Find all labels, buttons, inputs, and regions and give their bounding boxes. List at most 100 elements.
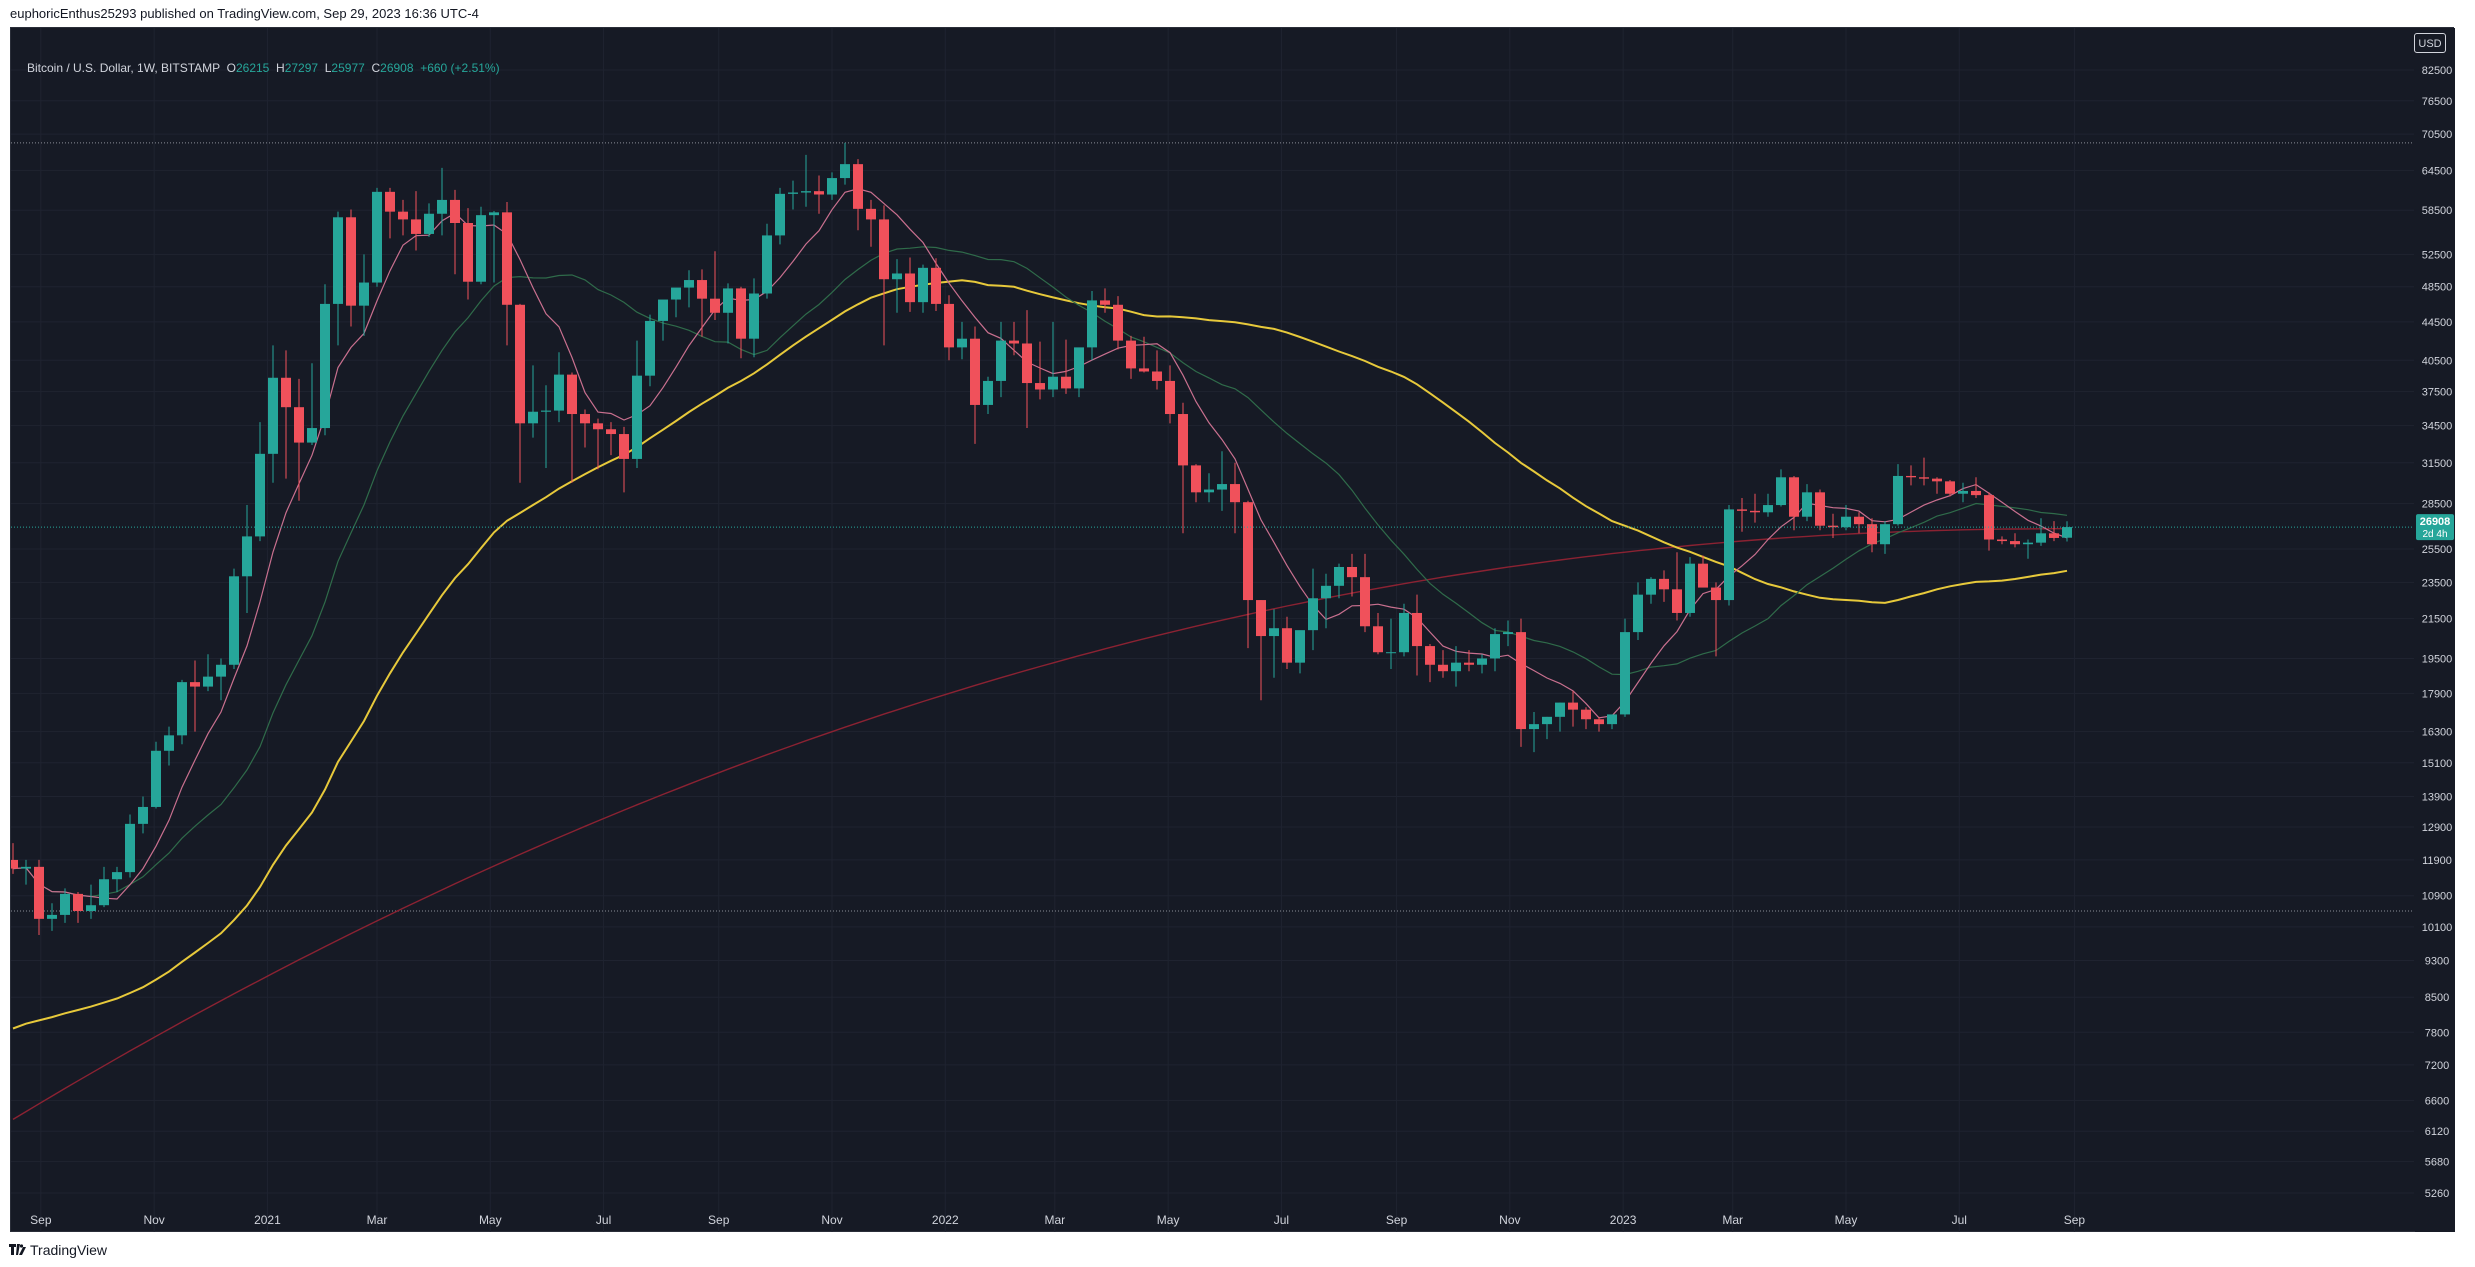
candle-body [866,208,876,220]
candle-body [1854,516,1864,525]
candle-body [1178,414,1188,466]
y-axis-tick-label: 19500 [2422,653,2453,665]
y-axis-tick-label: 25500 [2422,544,2453,556]
candle-body [346,217,356,306]
published-bar: euphoricEnthus25293 published on Trading… [0,0,2475,27]
candle-body [957,338,967,348]
candle-body [437,199,447,214]
x-axis-tick-label: Nov [1499,1213,1520,1227]
y-axis-tick-label: 34500 [2422,421,2453,433]
y-axis-tick-label: 44500 [2422,317,2453,329]
candle-body [1165,380,1175,415]
candle-body [801,191,811,193]
candle-body [1789,477,1799,517]
candle-body [658,299,668,321]
candle-body [619,434,629,459]
y-axis-tick-label: 40500 [2422,355,2453,367]
candle-body [333,217,343,304]
footer: TradingView [0,1232,2475,1267]
candle-body [580,414,590,424]
candle-body [11,859,18,869]
candle-body [2049,533,2059,538]
x-axis-tick-label: Sep [2064,1213,2086,1227]
candle-body [1724,509,1734,601]
low-label: L [324,61,332,75]
candle-body [1841,516,1851,528]
ma-fast-line [12,188,2068,900]
x-axis-tick-label: 2022 [932,1213,959,1227]
y-axis-tick-label: 37500 [2422,387,2453,399]
tradingview-brand: TradingView [30,1242,108,1258]
candle-body [1386,652,1396,654]
candle-body [1828,525,1838,528]
chart-area[interactable]: Sep Nov 2021 Mar May Jul Sep Nov 2022 Mar May Jul Se… [10,27,2455,1233]
candle-body [1334,566,1344,586]
candle-body [1594,719,1604,725]
candle-body [1230,484,1240,503]
candle-body [970,338,980,405]
y-axis-tick-label: 16300 [2422,727,2453,739]
candle-body [1971,490,1981,496]
candle-body [203,676,213,687]
change-value: +660 (+2.51%) [420,61,500,75]
candle-body [788,192,798,194]
candle-body [268,377,278,454]
candle-body [1360,577,1370,627]
open-value: 26215 [235,61,270,75]
y-axis-tick-label: 31500 [2422,458,2453,470]
candle-body [1919,477,1929,479]
candle-body [151,750,161,807]
candle-body [1529,724,1539,730]
currency-button[interactable]: USD [2414,33,2446,53]
y-axis-tick-label: 82500 [2422,65,2453,77]
candle-body [320,303,330,429]
candle-body [1763,505,1773,513]
candle-body [73,893,83,911]
candle-body [489,212,499,216]
candle-body [1867,524,1877,545]
candle-body [1087,300,1097,348]
candle-body [1581,709,1591,720]
candle-body [1412,612,1422,647]
y-axis-tick-label: 8500 [2425,992,2449,1004]
candle-body [1620,632,1630,715]
y-axis-tick-label: 76500 [2422,96,2453,108]
close-value: 26908 [380,61,414,75]
candle-body [1451,662,1461,672]
open-label: O [226,61,236,75]
y-axis-tick-label: 12900 [2422,822,2453,834]
tradingview-logo-icon [9,1244,26,1255]
low-value: 25977 [331,61,365,75]
candle-body [645,320,655,376]
candle-body [1516,632,1526,730]
y-axis-tick-label: 10900 [2422,891,2453,903]
candle-body [931,267,941,304]
candle-body [1113,304,1123,341]
candle-body [1308,598,1318,631]
price-chart[interactable]: Sep Nov 2021 Mar May Jul Sep Nov 2022 Mar May Jul Se… [11,28,2455,1233]
candle-body [1672,589,1682,613]
candle-body [554,374,564,411]
candle-body [1490,634,1500,659]
candle-body [1958,490,1968,494]
y-axis-tick-label: 7800 [2425,1027,2449,1039]
x-axis-tick-label: Mar [1045,1213,1066,1227]
candle-body [736,288,746,339]
candle-body [1633,594,1643,633]
candle-body [1152,371,1162,381]
candle-body [21,866,31,869]
candle-body [671,287,681,300]
candle-body [1477,658,1487,665]
candle-body [1750,510,1760,513]
y-axis-tick-label: 64500 [2422,165,2453,177]
candle-body [1711,587,1721,601]
candle-body [463,222,473,282]
candle-body [1997,539,2007,542]
candle-body [1542,716,1552,725]
candle-body [86,905,96,911]
high-value: 27297 [284,61,319,75]
x-axis-tick-label: May [1157,1213,1180,1227]
candle-body [424,213,434,234]
y-axis-tick-label: 11900 [2422,855,2452,867]
candle-body [1438,664,1448,672]
